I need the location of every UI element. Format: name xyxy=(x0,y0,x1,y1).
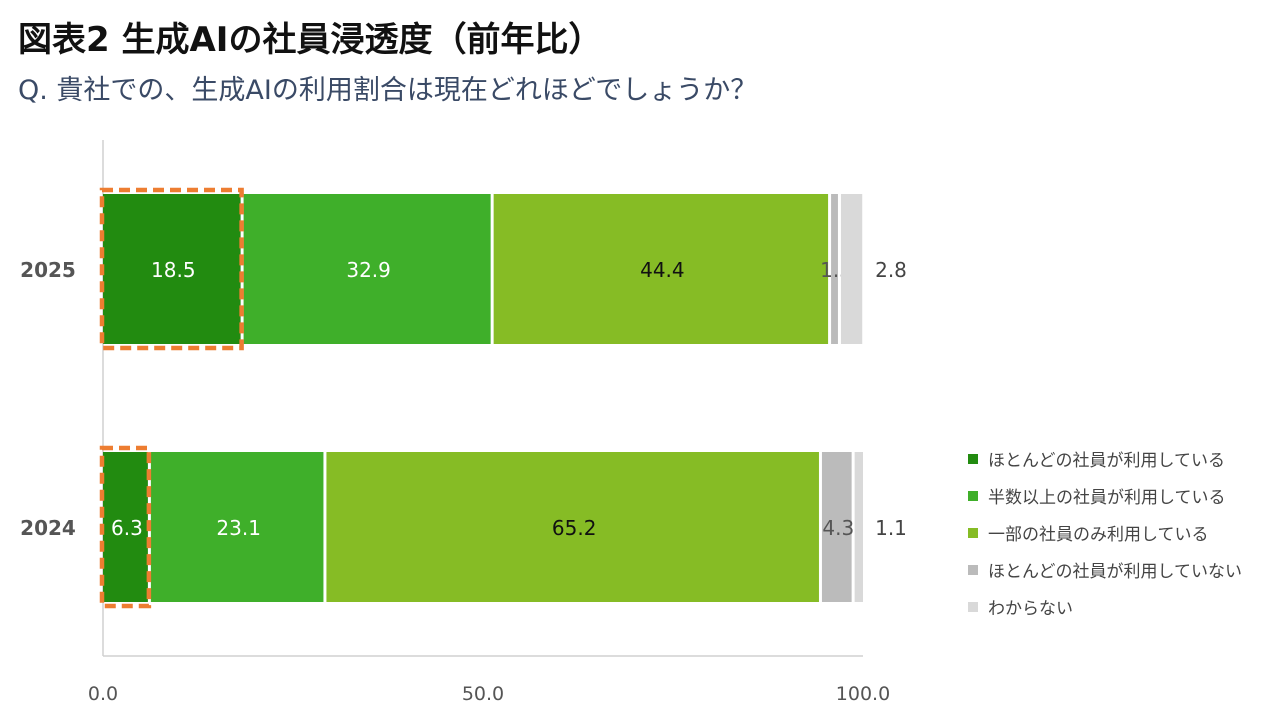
x-tick-label: 100.0 xyxy=(836,683,890,705)
bar-segment xyxy=(103,194,241,344)
data-label: 23.1 xyxy=(216,516,261,540)
bar-segment xyxy=(150,452,324,602)
category-label: 2024 xyxy=(20,516,76,540)
data-label: 2.8 xyxy=(875,258,907,282)
legend-swatch xyxy=(968,564,978,575)
bar-segment xyxy=(326,452,819,602)
data-label: 44.4 xyxy=(640,258,685,282)
legend-label: ほとんどの社員が利用している xyxy=(988,451,1225,471)
legend-item: ほとんどの社員が利用している xyxy=(968,440,1242,477)
data-label: 1.1 xyxy=(875,516,907,540)
bar-segment xyxy=(854,452,863,602)
highlight-outline xyxy=(99,445,152,609)
legend-item: 半数以上の社員が利用している xyxy=(968,477,1242,514)
legend-item: わからない xyxy=(968,588,1242,625)
data-label: 6.3 xyxy=(111,516,143,540)
highlight-outline xyxy=(99,187,244,351)
x-tick-label: 50.0 xyxy=(462,683,504,705)
bar-segment xyxy=(103,452,148,602)
data-label: 4.3 xyxy=(822,516,854,540)
bar-segment xyxy=(840,194,863,344)
legend-label: 半数以上の社員が利用している xyxy=(988,488,1226,508)
bar-segment xyxy=(831,194,838,344)
legend: ほとんどの社員が利用している 半数以上の社員が利用している 一部の社員のみ利用してい… xyxy=(968,440,1242,625)
bar-segment xyxy=(821,452,852,602)
legend-item: 一部の社員のみ利用している xyxy=(968,514,1242,551)
legend-swatch xyxy=(968,490,978,501)
x-tick-label: 0.0 xyxy=(88,683,118,705)
legend-swatch xyxy=(968,601,978,612)
data-label: 18.5 xyxy=(151,258,196,282)
bar-segment xyxy=(493,194,829,344)
legend-label: ほとんどの社員が利用していない xyxy=(988,562,1242,582)
legend-label: 一部の社員のみ利用している xyxy=(988,525,1209,545)
legend-label: わからない xyxy=(988,599,1073,619)
chart-title: 図表2 生成AIの社員浸透度（前年比） xyxy=(18,20,603,60)
data-label: 32.9 xyxy=(346,258,391,282)
category-label: 2025 xyxy=(20,258,76,282)
bar-segment xyxy=(243,194,491,344)
legend-swatch xyxy=(968,453,978,464)
legend-item: ほとんどの社員が利用していない xyxy=(968,551,1242,588)
data-label: 65.2 xyxy=(552,516,597,540)
chart-subtitle: Q. 貴社での、生成AIの利用割合は現在どれほどでしょうか？ xyxy=(18,75,758,106)
legend-swatch xyxy=(968,527,978,538)
